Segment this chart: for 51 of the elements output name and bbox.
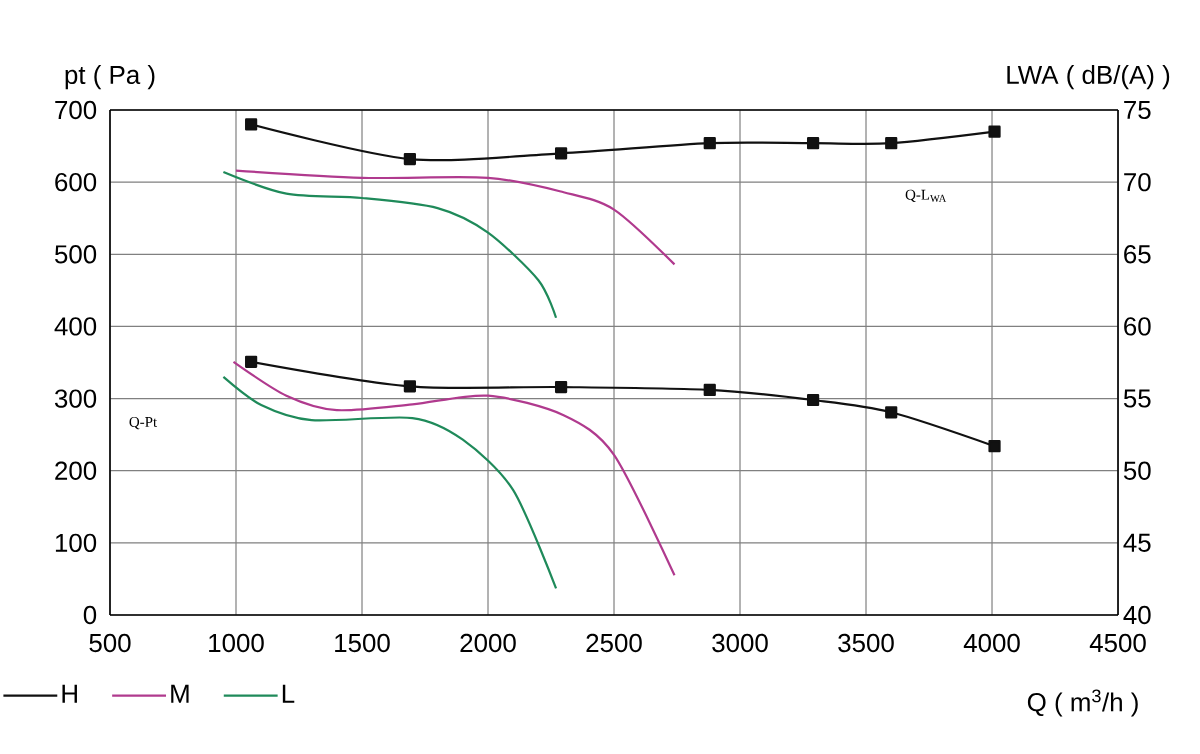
point [806,393,820,407]
y-tick-label: 400 [54,317,97,336]
point [703,137,716,150]
line-series [222,170,558,319]
y-tick-label: 0 [83,605,97,625]
y2-tick-label: 50 [1123,461,1151,480]
point [988,125,1001,138]
y-tick-label: 700 [55,100,97,120]
line-series [222,375,558,590]
x-tick-label: 1000 [209,633,264,653]
x-tick-label: 4000 [963,633,1020,653]
y-tick-label: 500 [54,245,97,264]
point [554,380,568,394]
legend-label: M [171,684,189,703]
y2-tick-label: 65 [1124,245,1151,264]
y2-tick-label: 70 [1124,172,1151,192]
x-tick-label: 1500 [335,633,390,653]
y-tick-label: 600 [55,172,97,192]
y2-tick-label: 40 [1123,605,1151,625]
point [403,380,416,393]
y2-axis-title: LWA ( dB/(A) ) [1007,65,1170,90]
point [703,383,716,397]
point [885,137,898,150]
x-tick-label: 2000 [460,633,516,653]
line-series [234,169,676,266]
point [245,355,258,368]
point [403,152,416,166]
x-tick-label: 4500 [1089,633,1146,653]
legend-label: H [62,684,77,703]
y-axis-title: pt ( Pa ) [65,65,155,90]
point [806,137,820,150]
point [885,406,898,419]
x-tick-label: 2500 [586,633,642,653]
point [245,118,258,131]
point [988,440,1001,453]
x-tick-label: 3500 [838,633,894,653]
x-tick-label: 3000 [712,633,768,653]
legend-label: L [282,684,295,703]
y2-tick-label: 45 [1123,533,1151,552]
y-tick-label: 100 [55,533,97,553]
y2-tick-label: 60 [1124,317,1151,336]
y2-tick-label: 55 [1123,389,1151,408]
x-tick-label: 500 [89,633,131,653]
y2-tick-label: 75 [1124,100,1151,120]
line-series [232,360,676,577]
annotation: Q-L$_{WA}$ [905,189,947,203]
point [554,147,568,160]
y-tick-label: 300 [54,389,97,408]
annotation: Q-Pt [129,416,158,430]
x-axis-title: Q ( m$^{3}$/h ) [1027,689,1138,717]
y-tick-label: 200 [55,461,97,480]
